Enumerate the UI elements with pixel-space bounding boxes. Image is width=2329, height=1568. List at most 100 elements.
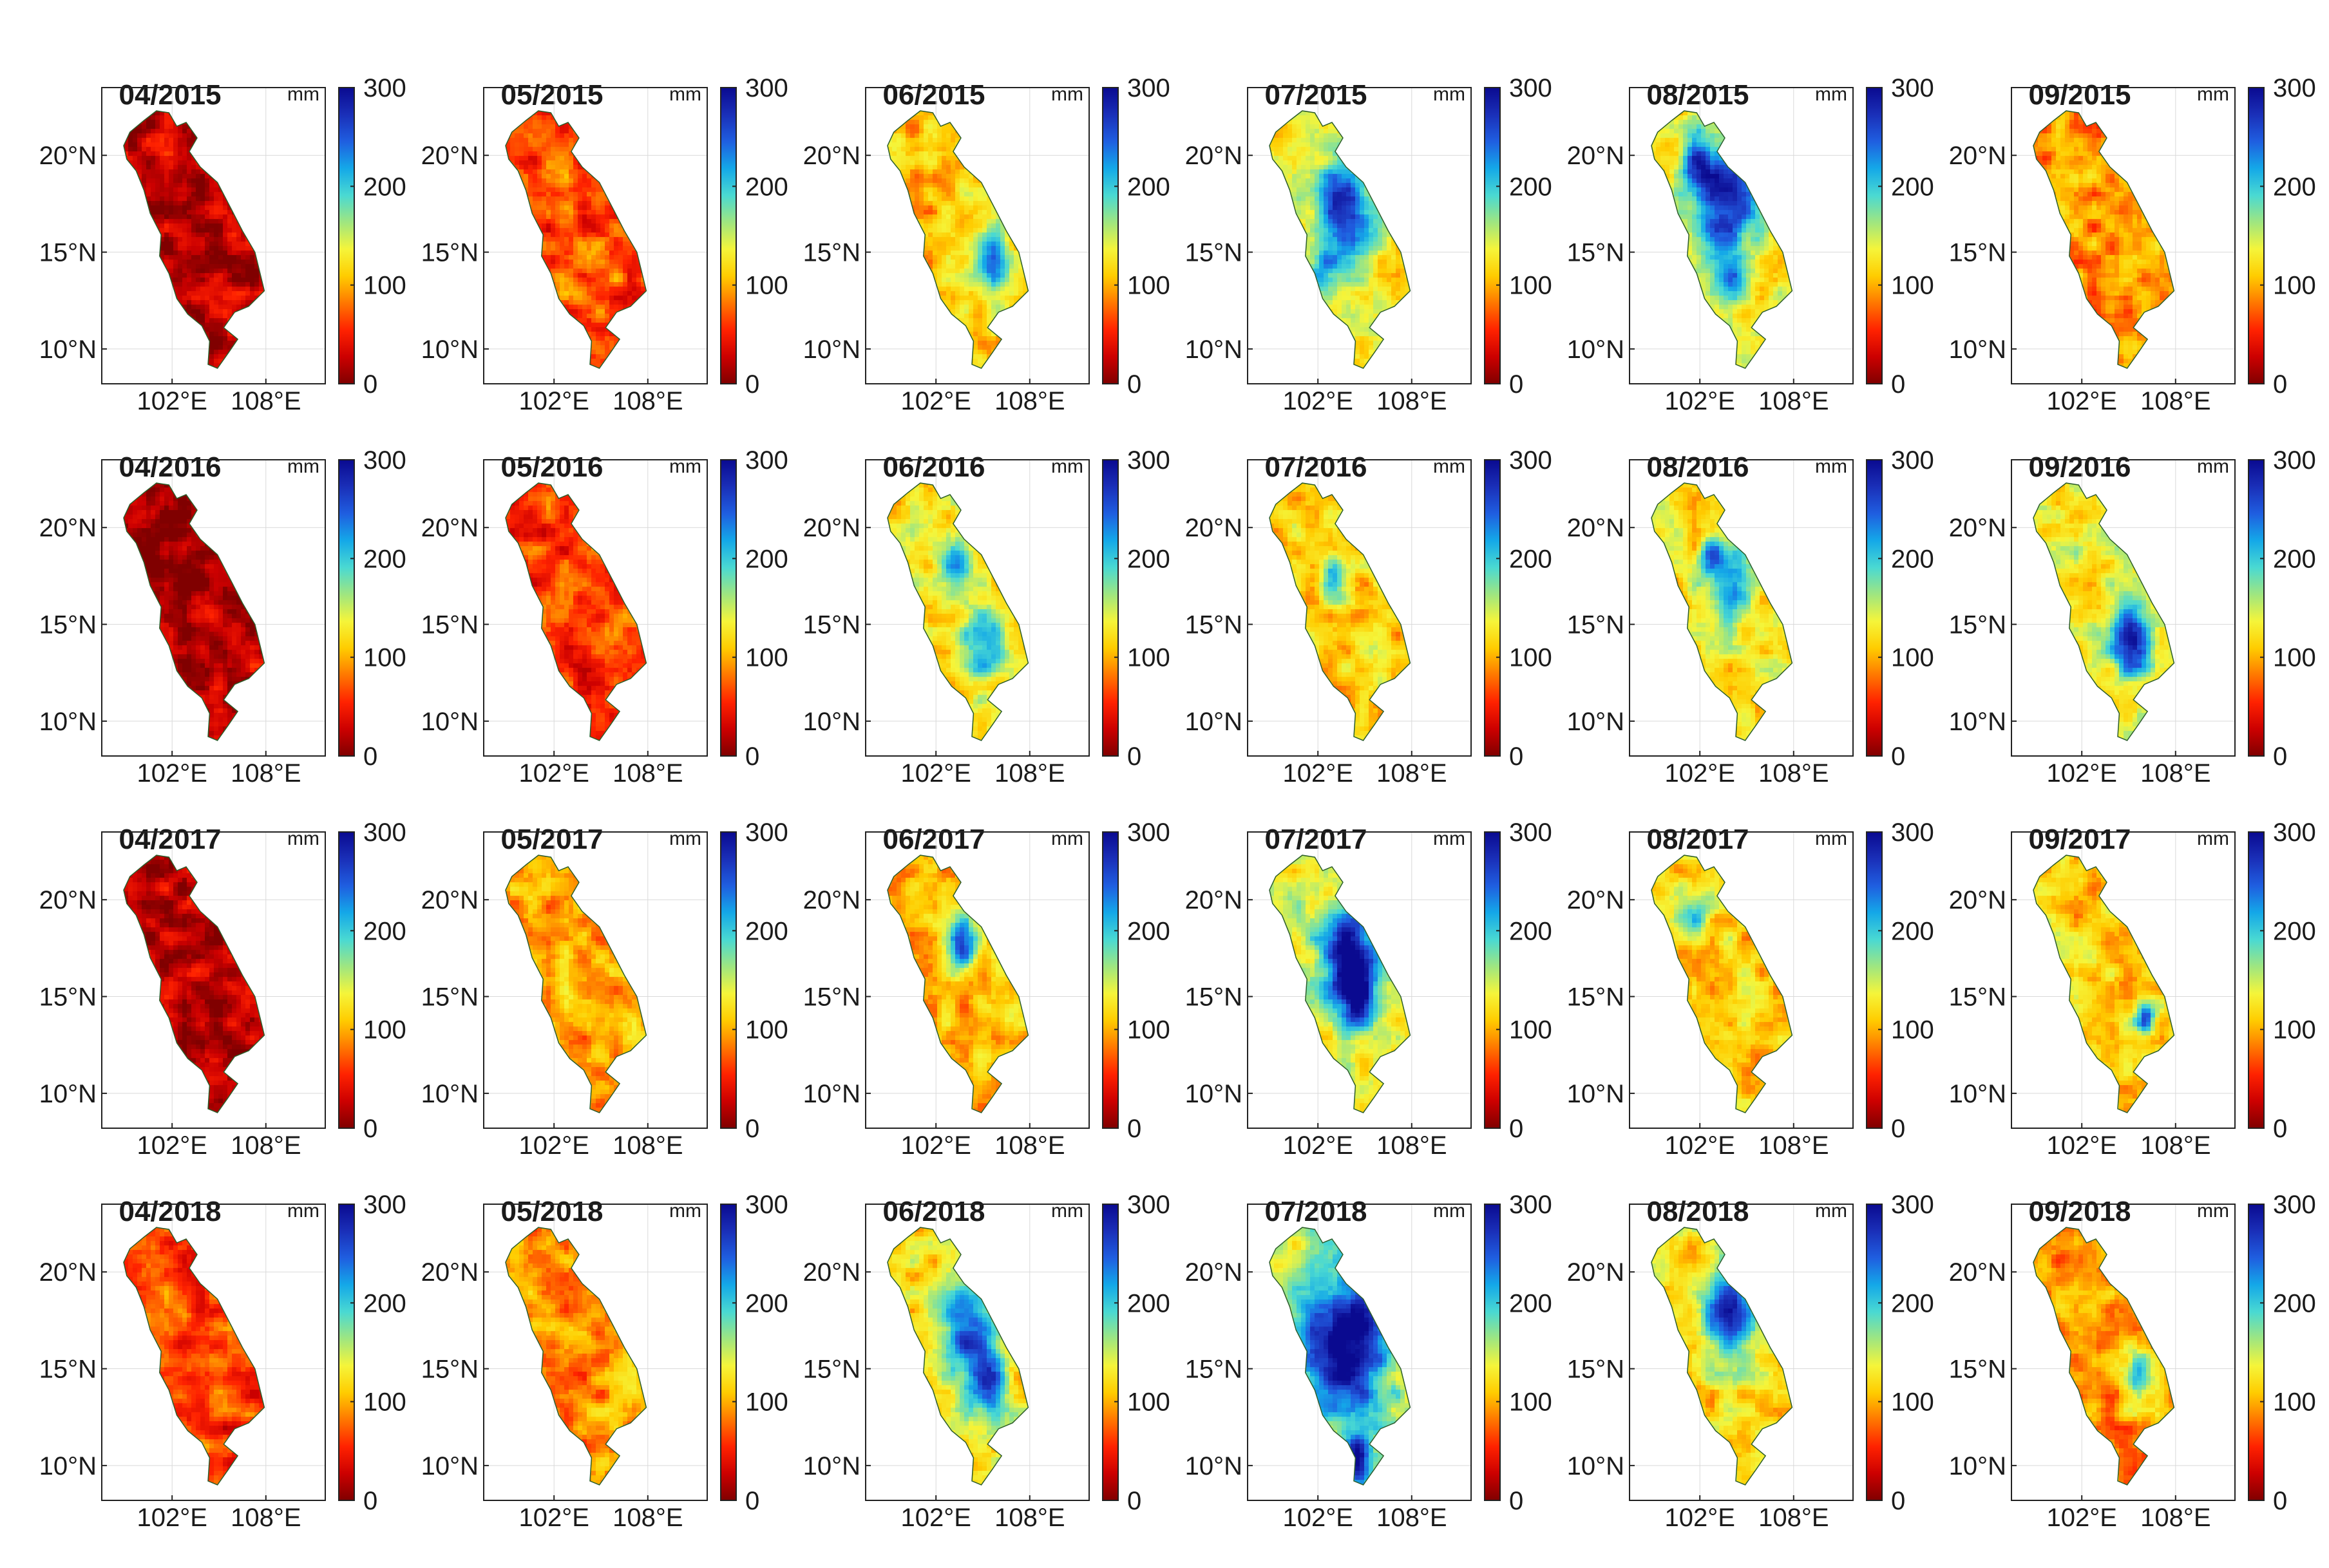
basin-outline [1651,855,1793,1113]
colorbar-tick-label: 0 [1891,742,1905,771]
precipitation-field [124,111,265,368]
basin-outline [1651,1227,1793,1486]
basin-outline [1269,1227,1411,1486]
map-axes-frame [1247,459,1472,757]
colorbar-tick-label: 200 [1891,1289,1934,1318]
colorbar-tick-label: 100 [745,1016,788,1044]
longitude-tick-label: 108°E [613,1131,683,1160]
colorbar-tick-label: 300 [2273,446,2316,475]
colorbar-tick-label: 200 [2273,917,2316,945]
colorbar [720,459,737,757]
longitude-tick-label: 108°E [994,759,1065,788]
latitude-tick-label: 15°N [421,611,479,639]
colorbar-tick-label: 100 [1891,272,1934,300]
colorbar-tick-label: 200 [363,1289,406,1318]
latitude-tick-label: 10°N [803,335,860,364]
colorbar-tick-label: 0 [1509,1115,1523,1143]
colorbar [1102,1204,1119,1501]
latitude-tick-label: 15°N [1185,1355,1242,1384]
precipitation-map: 10°N 15°N 20°N 102°E 108°E 0 100 200 300 [421,1191,788,1532]
colorbar-tick-label: 300 [1891,446,1934,475]
longitude-tick-label: 108°E [2140,1504,2210,1532]
longitude-tick-label: 102°E [900,759,971,788]
panel-title: 08/2015 [1591,79,1805,112]
colorbar-tick-label: 200 [1891,173,1934,201]
longitude-tick-label: 108°E [1376,387,1447,415]
latitude-tick-label: 15°N [1567,611,1624,639]
colorbar-tick-label: 0 [1127,1115,1141,1143]
longitude-tick-label: 108°E [1376,1131,1447,1160]
latitude-tick-label: 20°N [421,886,479,914]
panel-title: 08/2016 [1591,451,1805,484]
colorbar-tick-label: 0 [1891,1115,1905,1143]
panel-title: 09/2016 [1973,451,2187,484]
colorbar-tick-label: 200 [1127,917,1170,945]
latitude-tick-label: 15°N [39,611,97,639]
latitude-tick-label: 10°N [1567,1452,1624,1480]
map-axes-frame [1629,87,1854,384]
colorbar-tick-label: 100 [1891,1388,1934,1417]
colorbar-tick-label: 100 [745,272,788,300]
longitude-tick-label: 102°E [1664,759,1735,788]
precipitation-map: 10°N 15°N 20°N 102°E 108°E 0 100 200 300 [421,818,788,1160]
precipitation-map: 10°N 15°N 20°N 102°E 108°E 0 100 200 300 [1949,74,2316,415]
latitude-tick-label: 20°N [803,1258,860,1287]
latitude-tick-label: 10°N [1185,1452,1242,1480]
colorbar-tick-label: 0 [363,742,377,771]
longitude-tick-label: 102°E [137,387,207,415]
latitude-tick-label: 10°N [1185,1080,1242,1108]
map-panel: 05/2015 mm 10°N 15°N 20°N 102°E 108°E 0 100 200 30… [413,41,799,415]
map-axes-frame [101,1204,326,1501]
longitude-tick-label: 102°E [137,759,207,788]
colorbar-tick-label: 200 [363,917,406,945]
longitude-tick-label: 108°E [1758,387,1829,415]
latitude-tick-label: 20°N [421,142,479,170]
precipitation-field [506,1227,647,1485]
colorbar-tick-label: 100 [1127,1016,1170,1044]
colorbar-tick-label: 300 [1509,1191,1552,1219]
latitude-tick-label: 10°N [421,1452,479,1480]
latitude-tick-label: 15°N [1185,611,1242,639]
latitude-tick-label: 10°N [803,1080,860,1108]
panel-title: 07/2017 [1209,823,1423,856]
longitude-tick-label: 108°E [613,759,683,788]
longitude-tick-label: 102°E [137,1504,207,1532]
colorbar-tick-label: 300 [2273,818,2316,847]
colorbar-tick-label: 200 [2273,173,2316,201]
map-panel: 06/2015 mm 10°N 15°N 20°N 102°E 108°E 0 100 200 30… [795,41,1181,415]
colorbar [2248,459,2265,757]
map-panel: 08/2015 mm 10°N 15°N 20°N 102°E 108°E 0 100 200 30… [1559,41,1945,415]
basin-outline [887,482,1029,741]
longitude-tick-label: 108°E [613,1504,683,1532]
colorbar-tick-label: 200 [363,173,406,201]
colorbar [1102,87,1119,384]
basin-outline [2033,1227,2175,1486]
colorbar-tick-label: 200 [363,545,406,573]
longitude-tick-label: 102°E [518,759,589,788]
colorbar-tick-label: 300 [1891,74,1934,102]
latitude-tick-label: 10°N [1567,708,1624,736]
colorbar-tick-label: 200 [1127,545,1170,573]
latitude-tick-label: 15°N [1949,239,2006,267]
colorbar-tick-label: 0 [2273,370,2287,399]
basin-outline [1269,855,1411,1113]
latitude-tick-label: 20°N [1185,514,1242,542]
colorbar-tick-label: 200 [1891,917,1934,945]
colorbar [1102,459,1119,757]
latitude-tick-label: 10°N [1567,1080,1624,1108]
colorbar-tick-label: 300 [1127,74,1170,102]
latitude-tick-label: 15°N [421,239,479,267]
colorbar-tick-label: 200 [1509,917,1552,945]
precipitation-map: 10°N 15°N 20°N 102°E 108°E 0 100 200 300 [39,818,406,1160]
panel-title: 04/2017 [63,823,277,856]
panel-title: 09/2015 [1973,79,2187,112]
latitude-tick-label: 10°N [1949,1080,2006,1108]
colorbar-tick-label: 0 [363,1487,377,1515]
longitude-tick-label: 108°E [231,759,301,788]
colorbar-tick-label: 200 [2273,545,2316,573]
precipitation-field [506,483,647,741]
precipitation-field [1651,111,1792,368]
basin-outline [505,110,647,369]
map-axes-frame [2011,831,2236,1129]
precipitation-map: 10°N 15°N 20°N 102°E 108°E 0 100 200 300 [39,1191,406,1532]
